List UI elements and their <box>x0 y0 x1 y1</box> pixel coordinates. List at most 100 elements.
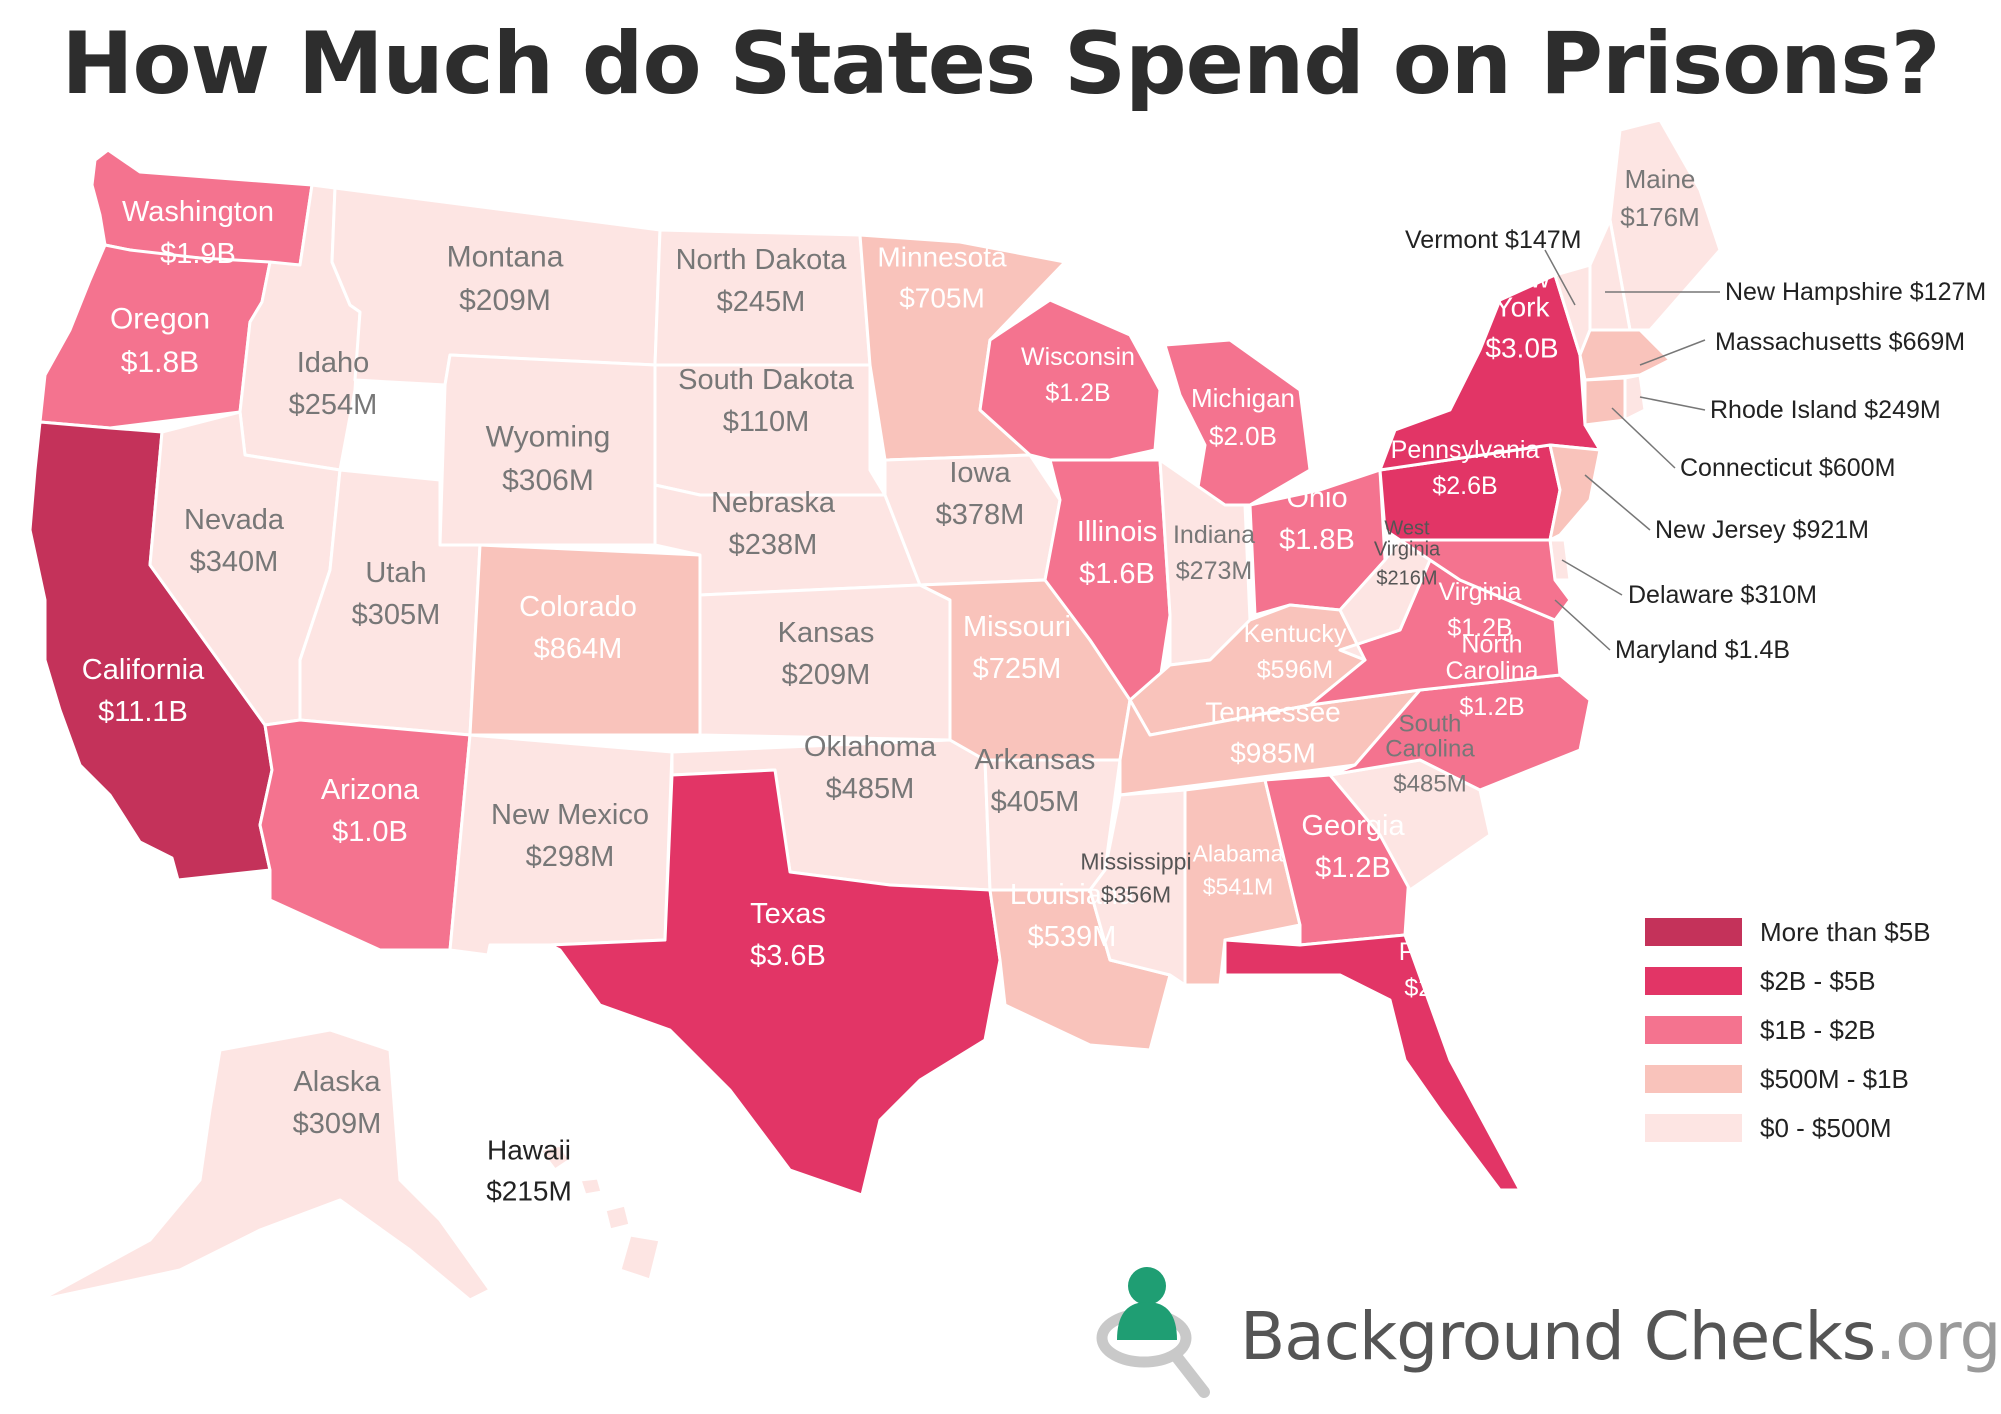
state-value: $1.6B <box>1079 558 1155 590</box>
callout-nh: New Hampshire $127M <box>1725 278 1986 306</box>
state-value: $1.8B <box>121 346 199 379</box>
state-label-me: Maine $176M <box>1620 164 1700 232</box>
state-value: $2.6B <box>1432 472 1497 500</box>
state-value: $541M <box>1203 874 1273 900</box>
state-label-az: Arizona $1.0B <box>321 774 420 848</box>
legend-label: $0 - $500M <box>1760 1113 1892 1143</box>
state-label-ky: Kentucky $596M <box>1244 620 1347 684</box>
state-value: $254M <box>289 389 378 421</box>
state-name: Florida <box>1399 938 1476 966</box>
state-name: Washington <box>122 196 274 228</box>
state-value: $216M <box>1376 568 1437 590</box>
state-label-la: Louisiana $539M <box>1010 879 1135 953</box>
state-name: Nevada <box>184 504 285 536</box>
state-ak <box>38 1028 492 1302</box>
state-value: $539M <box>1028 921 1117 953</box>
state-name: Montana <box>447 240 564 273</box>
state-name: Mississippi <box>1080 848 1191 874</box>
state-name: Carolina <box>1445 657 1538 685</box>
legend-label: More than $5B <box>1760 917 1931 947</box>
state-name: Alaska <box>293 1066 381 1098</box>
state-name: New <box>1494 262 1551 293</box>
state-label-or: Oregon $1.8B <box>110 302 210 379</box>
state-or <box>38 243 272 430</box>
state-name: Louisiana <box>1010 879 1135 911</box>
state-value: $1.2B <box>1459 693 1524 721</box>
state-label-tn: Tennessee $985M <box>1205 697 1340 769</box>
state-name: Illinois <box>1077 516 1158 548</box>
state-wy <box>438 353 657 547</box>
state-value: $705M <box>899 282 985 313</box>
state-name: Utah <box>365 557 426 589</box>
callout-line <box>1639 339 1706 366</box>
callout-ct: Connecticut $600M <box>1680 454 1895 482</box>
state-value: $309M <box>293 1108 382 1140</box>
state-name: Oregon <box>110 302 210 335</box>
state-label-ne: Nebraska $238M <box>711 487 836 561</box>
state-value: $405M <box>991 786 1080 818</box>
callout-line <box>1544 249 1576 306</box>
state-name: Arkansas <box>975 744 1096 776</box>
state-label-pa: Pennsylvania $2.6B <box>1391 436 1540 500</box>
state-name: Hawaii <box>487 1135 571 1166</box>
state-label-ok: Oklahoma $485M <box>804 731 937 805</box>
state-label-ms: Mississippi $356M <box>1080 848 1191 907</box>
state-name: Kentucky <box>1244 620 1347 648</box>
state-name: Missouri <box>963 611 1071 643</box>
state-label-al: Alabama $541M <box>1193 840 1284 899</box>
state-value: $273M <box>1176 557 1252 585</box>
callout-de: Delaware $310M <box>1628 581 1817 609</box>
callout-labels: Vermont $147M New Hampshire $127M Massachu… <box>1405 226 1986 664</box>
state-label-nd: North Dakota $245M <box>676 244 848 318</box>
state-name: Iowa <box>949 457 1011 489</box>
state-name: Oklahoma <box>804 731 937 763</box>
state-label-ut: Utah $305M <box>352 557 441 631</box>
state-name: Tennessee <box>1205 697 1340 728</box>
callout-ma: Massachusetts $669M <box>1715 328 1965 356</box>
state-value: $2.0B <box>1209 421 1277 451</box>
state-value: $1.8B <box>1279 524 1355 556</box>
state-name: Alabama <box>1193 840 1284 866</box>
state-nc <box>1328 673 1592 792</box>
state-name: Pennsylvania <box>1391 436 1540 464</box>
state-label-ca: California $11.1B <box>82 654 205 728</box>
state-labels: Washington $1.9B Oregon $1.8B California $11.… <box>82 164 1700 1206</box>
state-wi <box>978 298 1162 462</box>
state-name: West <box>1384 518 1430 540</box>
state-label-wa: Washington $1.9B <box>122 196 274 270</box>
state-value: $1.2B <box>1315 852 1391 884</box>
legend: More than $5B $2B - $5B $1B - $2B $500M - $… <box>1645 917 1931 1143</box>
state-name: Idaho <box>297 347 370 379</box>
state-value: $985M <box>1230 737 1316 768</box>
callout-nj: New Jersey $921M <box>1655 516 1869 544</box>
legend-swatch <box>1645 1065 1742 1093</box>
state-value: $485M <box>826 773 915 805</box>
state-value: $245M <box>717 286 806 318</box>
state-name: Indiana <box>1173 521 1255 549</box>
state-fl <box>1223 933 1522 1192</box>
state-name: Colorado <box>519 591 637 623</box>
state-name: Minnesota <box>877 242 1007 273</box>
state-name: Maine <box>1625 164 1696 194</box>
callout-md: Maryland $1.4B <box>1615 636 1790 664</box>
state-label-wy: Wyoming $306M <box>486 420 611 497</box>
callout-ri: Rhode Island $249M <box>1710 396 1941 424</box>
state-name: Michigan <box>1191 383 1295 413</box>
legend-swatch <box>1645 918 1742 946</box>
state-name: Kansas <box>778 617 875 649</box>
state-value: $596M <box>1257 656 1333 684</box>
state-label-co: Colorado $864M <box>519 591 637 665</box>
state-name: York <box>1494 292 1550 323</box>
state-label-nm: New Mexico $298M <box>491 799 649 873</box>
state-label-ga: Georgia $1.2B <box>1301 810 1405 884</box>
state-label-sd: South Dakota $110M <box>678 364 855 438</box>
state-tx <box>548 768 1002 1197</box>
state-value: $340M <box>190 546 279 578</box>
callout-line <box>1554 599 1611 651</box>
state-label-tx: Texas $3.6B <box>750 898 826 972</box>
state-ct <box>1583 376 1627 427</box>
state-value: $1.0B <box>332 816 408 848</box>
legend-label: $500M - $1B <box>1760 1064 1909 1094</box>
state-value: $864M <box>534 633 623 665</box>
state-label-va: Virginia $1.2B <box>1439 578 1522 642</box>
